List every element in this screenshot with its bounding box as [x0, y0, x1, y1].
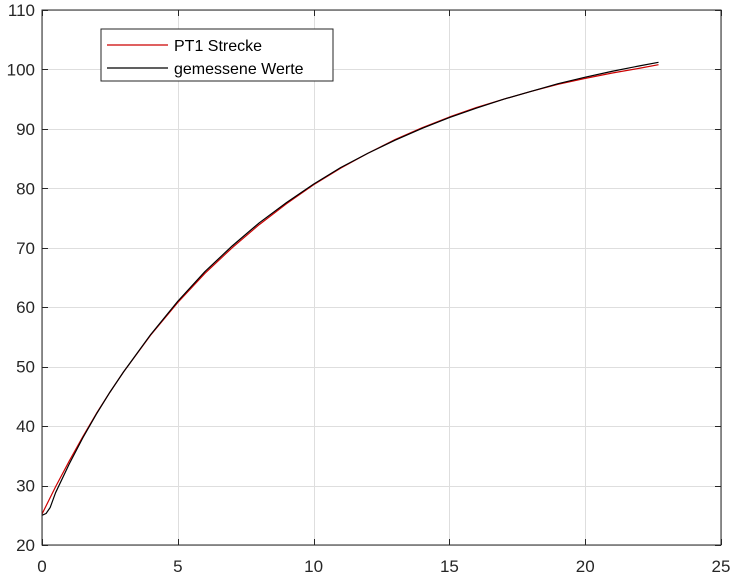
- y-tick-label: 70: [16, 239, 35, 258]
- axes-frame: [41, 9, 722, 546]
- x-tick-label: 0: [37, 557, 46, 576]
- series-lines: [41, 61, 659, 516]
- y-tick-label: 100: [7, 60, 35, 79]
- grid: [42, 10, 722, 546]
- legend-label-pt1-strecke: PT1 Strecke: [174, 38, 262, 55]
- y-tick-label: 30: [16, 477, 35, 496]
- y-tick-label: 50: [16, 358, 35, 377]
- legend-box: [100, 28, 334, 82]
- legend: PT1 Strecke gemessene Werte: [100, 28, 334, 82]
- y-tick-label: 110: [8, 1, 35, 20]
- y-tick-label: 60: [16, 298, 35, 317]
- series-line-pt1-strecke: [41, 64, 659, 515]
- series-line-gemessene-werte: [41, 61, 659, 516]
- x-tick-label: 5: [173, 557, 182, 576]
- x-tick-label: 20: [576, 557, 595, 576]
- y-tick-label: 20: [16, 536, 35, 555]
- x-tick-label: 25: [712, 557, 731, 576]
- axis-ticks: 0 5 10 15 20 25 20 30 40 50 60 70 80 90 100 110: [7, 1, 731, 576]
- y-tick-label: 90: [16, 120, 35, 139]
- y-tick-label: 40: [16, 417, 35, 436]
- y-tick-label: 80: [16, 179, 35, 198]
- x-tick-label: 15: [440, 557, 459, 576]
- x-tick-label: 10: [304, 557, 323, 576]
- legend-label-gemessene-werte: gemessene Werte: [174, 61, 304, 78]
